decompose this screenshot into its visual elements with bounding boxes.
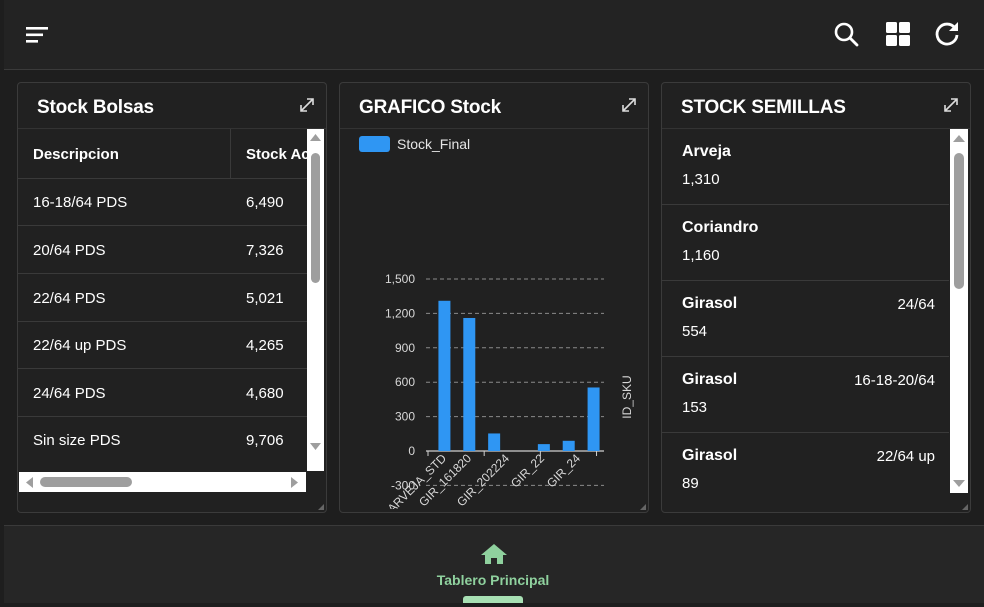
chart-bar: [463, 317, 476, 451]
top-app-bar: [4, 0, 984, 70]
y-tick-label: 1,500: [385, 272, 415, 286]
nav-item-tablero[interactable]: [424, 526, 564, 603]
legend-label: Stock_Final: [397, 136, 470, 152]
horizontal-scrollbar[interactable]: [19, 472, 306, 492]
legend-swatch: [359, 136, 390, 152]
chart-bar: [438, 300, 451, 451]
list-item[interactable]: Girasol 89 22/64 up: [662, 433, 949, 493]
nav-label: Tablero Principal: [436, 572, 550, 588]
expand-icon[interactable]: [942, 96, 960, 114]
item-size: 22/64 up: [876, 448, 935, 465]
table-cell: Sin size PDS: [33, 432, 121, 449]
x-axis-title: ID_SKU: [620, 375, 634, 418]
x-tick-label: GIR_22: [508, 451, 547, 490]
table-cell: 9,706: [246, 432, 284, 449]
chart-bar: [587, 387, 600, 451]
scroll-left-icon[interactable]: [25, 477, 33, 488]
list-item[interactable]: Arveja 1,310: [662, 129, 949, 205]
item-name: Girasol: [682, 295, 738, 312]
search-icon[interactable]: [832, 20, 860, 48]
item-name: Girasol: [682, 447, 738, 464]
table-row[interactable]: 16-18/64 PDS 6,490: [18, 178, 307, 226]
table-cell: 24/64 PDS: [33, 385, 106, 402]
stock-table: Descripcion Stock Ac 16-18/64 PDS 6,490 …: [18, 129, 307, 463]
refresh-icon[interactable]: [933, 20, 961, 48]
expand-icon[interactable]: [298, 96, 316, 114]
item-size: 16-18-20/64: [854, 372, 935, 389]
scroll-up-icon[interactable]: [310, 133, 321, 141]
expand-icon[interactable]: [620, 96, 638, 114]
table-row[interactable]: 20/64 PDS 7,326: [18, 226, 307, 274]
divider: [340, 128, 648, 129]
bottom-navigation: Tablero Principal: [4, 525, 984, 603]
table-cell: 4,680: [246, 385, 284, 402]
table-cell: 22/64 PDS: [33, 290, 106, 307]
item-name: Coriandro: [682, 219, 759, 236]
y-tick-label: -300: [391, 478, 415, 492]
grid-icon[interactable]: [884, 20, 912, 48]
y-tick-label: 900: [395, 341, 415, 355]
list-item[interactable]: Coriandro 1,160: [662, 205, 949, 281]
list-item[interactable]: Girasol 153 16-18-20/64: [662, 357, 949, 433]
table-row[interactable]: 22/64 up PDS 4,265: [18, 321, 307, 369]
y-tick-label: 300: [395, 410, 415, 424]
menu-icon[interactable]: [26, 24, 52, 46]
item-size: 24/64: [897, 296, 935, 313]
table-header: Descripcion Stock Ac: [18, 129, 307, 179]
card-title: GRAFICO Stock: [359, 97, 502, 118]
table-cell: 20/64 PDS: [33, 242, 106, 259]
divider: [18, 128, 326, 129]
item-name: Girasol: [682, 371, 738, 388]
scrollbar-thumb[interactable]: [954, 153, 964, 289]
resize-grip-icon[interactable]: [962, 504, 968, 510]
card-title: STOCK SEMILLAS: [681, 97, 846, 118]
list-item[interactable]: Girasol 554 24/64: [662, 281, 949, 357]
table-cell: 5,021: [246, 290, 284, 307]
scrollbar-thumb[interactable]: [311, 153, 320, 283]
scroll-right-icon[interactable]: [291, 477, 299, 488]
table-row[interactable]: 22/64 PDS 5,021: [18, 274, 307, 322]
stock-bar-chart: Stock_Final1,5001,2009006003000-300ARVEJ…: [359, 136, 634, 509]
table-cell: 4,265: [246, 337, 284, 354]
chart-bar: [488, 433, 501, 451]
scroll-up-icon[interactable]: [953, 134, 965, 142]
home-icon: [481, 544, 507, 564]
resize-grip-icon[interactable]: [640, 504, 646, 510]
column-header[interactable]: Stock Ac: [246, 146, 307, 163]
y-tick-label: 600: [395, 375, 415, 389]
scrollbar-thumb[interactable]: [40, 477, 132, 487]
stock-semillas-card: STOCK SEMILLAS Arveja 1,310 Coriandro 1,…: [661, 82, 971, 513]
vertical-scrollbar[interactable]: [307, 129, 324, 471]
y-tick-label: 1,200: [385, 306, 415, 320]
table-row[interactable]: 24/64 PDS 4,680: [18, 369, 307, 417]
table-cell: 6,490: [246, 194, 284, 211]
chart-bar: [562, 440, 575, 451]
table-row[interactable]: Sin size PDS 9,706: [18, 416, 307, 463]
scroll-down-icon[interactable]: [310, 443, 321, 451]
resize-grip-icon[interactable]: [318, 504, 324, 510]
column-divider: [230, 129, 231, 178]
dashboard-area: Stock Bolsas Descripcion Stock Ac 16-18/…: [4, 70, 984, 525]
item-value: 89: [682, 475, 699, 492]
stock-bolsas-card: Stock Bolsas Descripcion Stock Ac 16-18/…: [17, 82, 327, 513]
grafico-stock-card: GRAFICO Stock Stock_Final 1,500 1,200 900 60…: [339, 82, 649, 513]
table-cell: 22/64 up PDS: [33, 337, 127, 354]
semillas-list: Arveja 1,310 Coriandro 1,160 Girasol 554…: [662, 129, 949, 493]
table-cell: 7,326: [246, 242, 284, 259]
item-value: 1,310: [682, 171, 720, 188]
y-tick-label: 0: [408, 444, 415, 458]
vertical-scrollbar[interactable]: [950, 129, 968, 493]
item-value: 1,160: [682, 247, 720, 264]
scroll-down-icon[interactable]: [953, 480, 965, 488]
chart-bar: [537, 444, 550, 451]
item-value: 554: [682, 323, 708, 340]
card-title: Stock Bolsas: [37, 97, 154, 118]
x-tick-label: GIR_24: [544, 451, 583, 490]
table-cell: 16-18/64 PDS: [33, 194, 128, 211]
item-value: 153: [682, 399, 708, 416]
column-header[interactable]: Descripcion: [33, 146, 119, 163]
item-name: Arveja: [682, 143, 731, 160]
divider: [662, 128, 970, 129]
active-indicator: [463, 596, 523, 603]
